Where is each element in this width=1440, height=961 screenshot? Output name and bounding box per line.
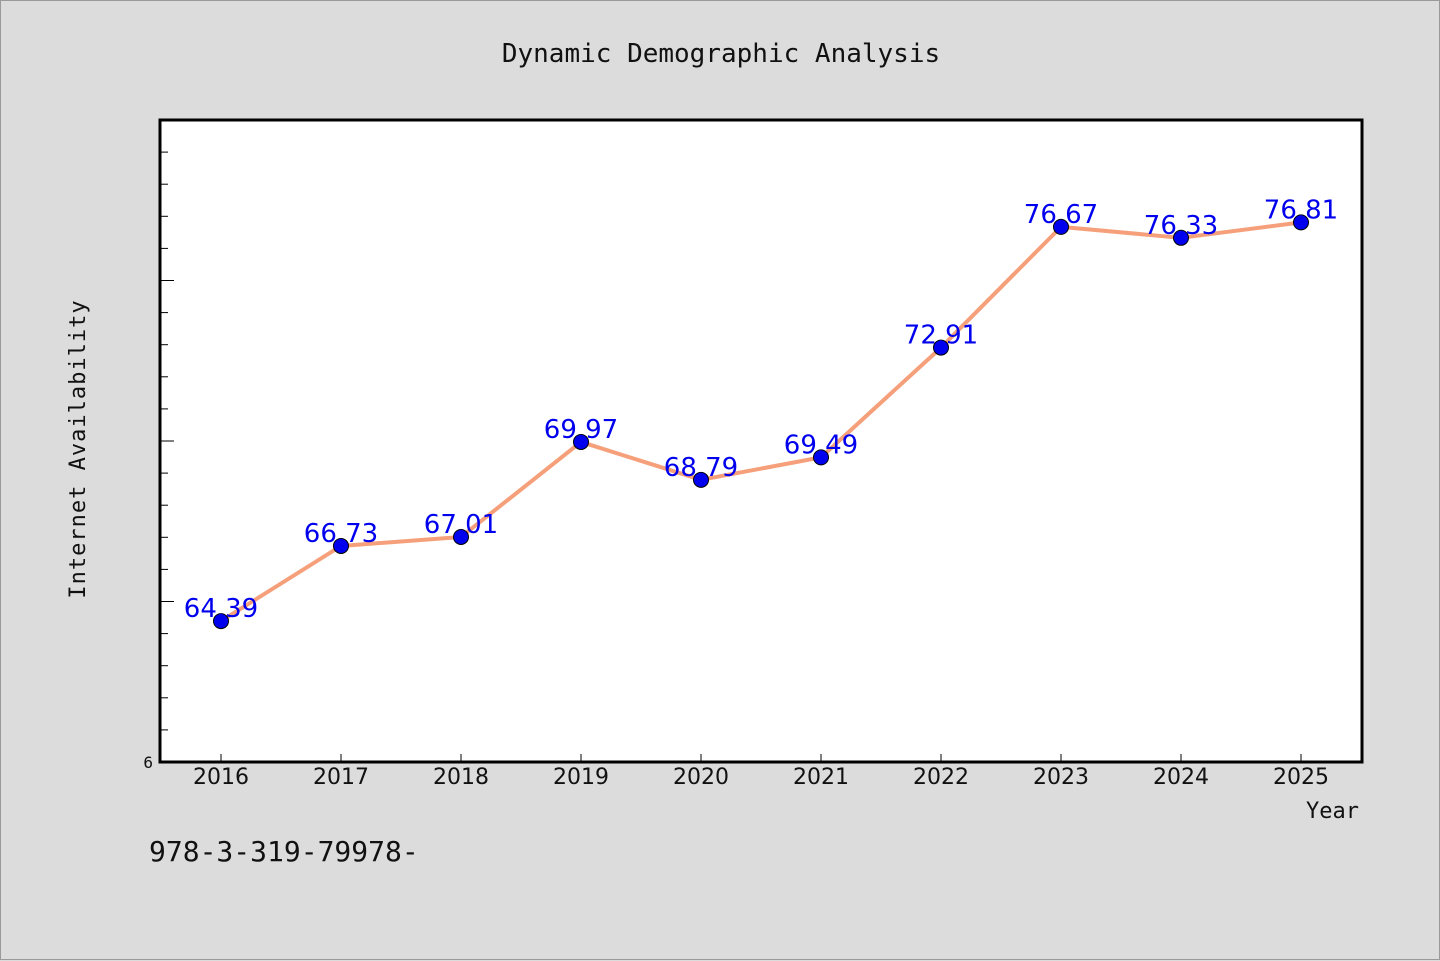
data-point bbox=[213, 613, 229, 630]
data-point bbox=[453, 528, 469, 545]
data-point bbox=[693, 471, 709, 488]
data-point bbox=[573, 433, 589, 450]
plot-area bbox=[158, 118, 1364, 764]
data-label: 76.33 bbox=[1144, 211, 1218, 241]
x-tick-label: 2016 bbox=[193, 765, 249, 790]
data-point bbox=[1293, 214, 1309, 231]
data-label: 64.39 bbox=[184, 594, 258, 624]
y-tick-label: 6 bbox=[143, 753, 153, 772]
x-tick-label: 2020 bbox=[673, 765, 729, 790]
data-label: 76.81 bbox=[1264, 195, 1338, 225]
chart-title: Dynamic Demographic Analysis bbox=[502, 39, 940, 69]
data-point bbox=[333, 537, 349, 554]
data-point bbox=[813, 449, 829, 466]
data-label: 68.79 bbox=[664, 453, 738, 483]
data-point bbox=[933, 339, 949, 356]
x-axis-label: Year bbox=[1306, 799, 1359, 824]
data-point bbox=[1173, 229, 1189, 246]
data-label: 69.49 bbox=[784, 430, 858, 460]
x-tick-label: 2025 bbox=[1273, 765, 1329, 790]
x-tick-label: 2019 bbox=[553, 765, 609, 790]
x-tick-label: 2017 bbox=[313, 765, 369, 790]
data-label: 72.91 bbox=[904, 321, 978, 351]
x-tick-label: 2022 bbox=[913, 765, 969, 790]
series-line bbox=[219, 220, 1302, 623]
x-axis-ticks: 2016 2017 2018 2019 2020 2021 2022 2023 2024 2025 bbox=[193, 754, 1329, 790]
y-axis-ticks: 6 bbox=[143, 151, 174, 772]
data-label: 66.73 bbox=[304, 519, 378, 549]
data-label: 69.97 bbox=[544, 415, 618, 445]
data-label: 76.67 bbox=[1024, 200, 1098, 230]
data-point bbox=[1053, 218, 1069, 235]
series-group: 64.39 66.73 67.01 69.97 68.79 69.49 72.91 76.67… bbox=[184, 195, 1338, 630]
data-label: 67.01 bbox=[424, 510, 498, 540]
x-tick-label: 2018 bbox=[433, 765, 489, 790]
x-tick-label: 2023 bbox=[1033, 765, 1089, 790]
x-tick-label: 2021 bbox=[793, 765, 849, 790]
x-tick-label: 2024 bbox=[1153, 765, 1209, 790]
footer-code: 978-3-319-79978- bbox=[149, 835, 419, 868]
y-axis-label: Internet Availability bbox=[66, 299, 91, 598]
